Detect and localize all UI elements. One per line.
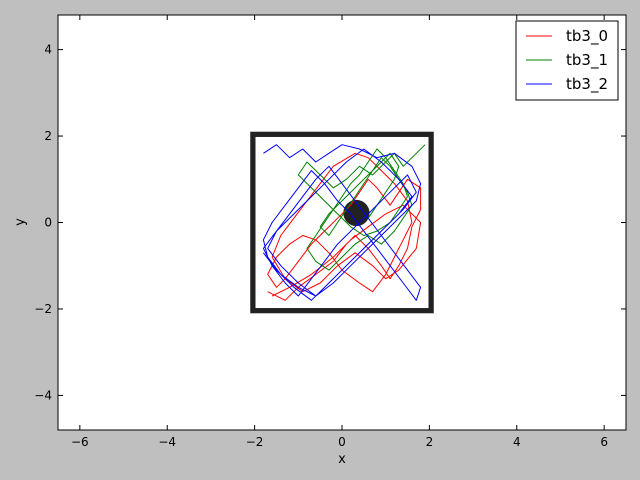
series-line-tb3_1	[297, 144, 426, 271]
x-tick-label: 6	[600, 435, 608, 449]
ticks: −6 −4 −2 0 2 4 6 −4 −2 0 2 4	[34, 15, 626, 449]
x-axis-label: x	[338, 452, 346, 467]
x-tick-label: 4	[513, 435, 521, 449]
x-tick-label: −6	[71, 435, 89, 449]
x-tick-label: −2	[246, 435, 264, 449]
series-line-tb3_2	[262, 144, 422, 301]
arena-wall	[250, 131, 434, 314]
x-tick-label: 2	[426, 435, 434, 449]
series-line-tb3_0	[267, 152, 422, 301]
y-axis-label: y	[13, 218, 28, 226]
series-layer	[262, 144, 426, 301]
legend-label-tb3_0: tb3_0	[566, 27, 608, 46]
legend-label-tb3_2: tb3_2	[566, 75, 608, 94]
y-tick-label: −2	[34, 302, 52, 316]
legend: tb3_0 tb3_1 tb3_2	[515, 20, 619, 101]
legend-label-tb3_1: tb3_1	[566, 51, 608, 70]
y-tick-label: −4	[34, 388, 52, 402]
x-tick-label: 0	[338, 435, 346, 449]
y-tick-label: 0	[44, 216, 52, 230]
x-tick-label: −4	[158, 435, 176, 449]
y-tick-label: 2	[44, 129, 52, 143]
y-tick-label: 4	[44, 43, 52, 57]
